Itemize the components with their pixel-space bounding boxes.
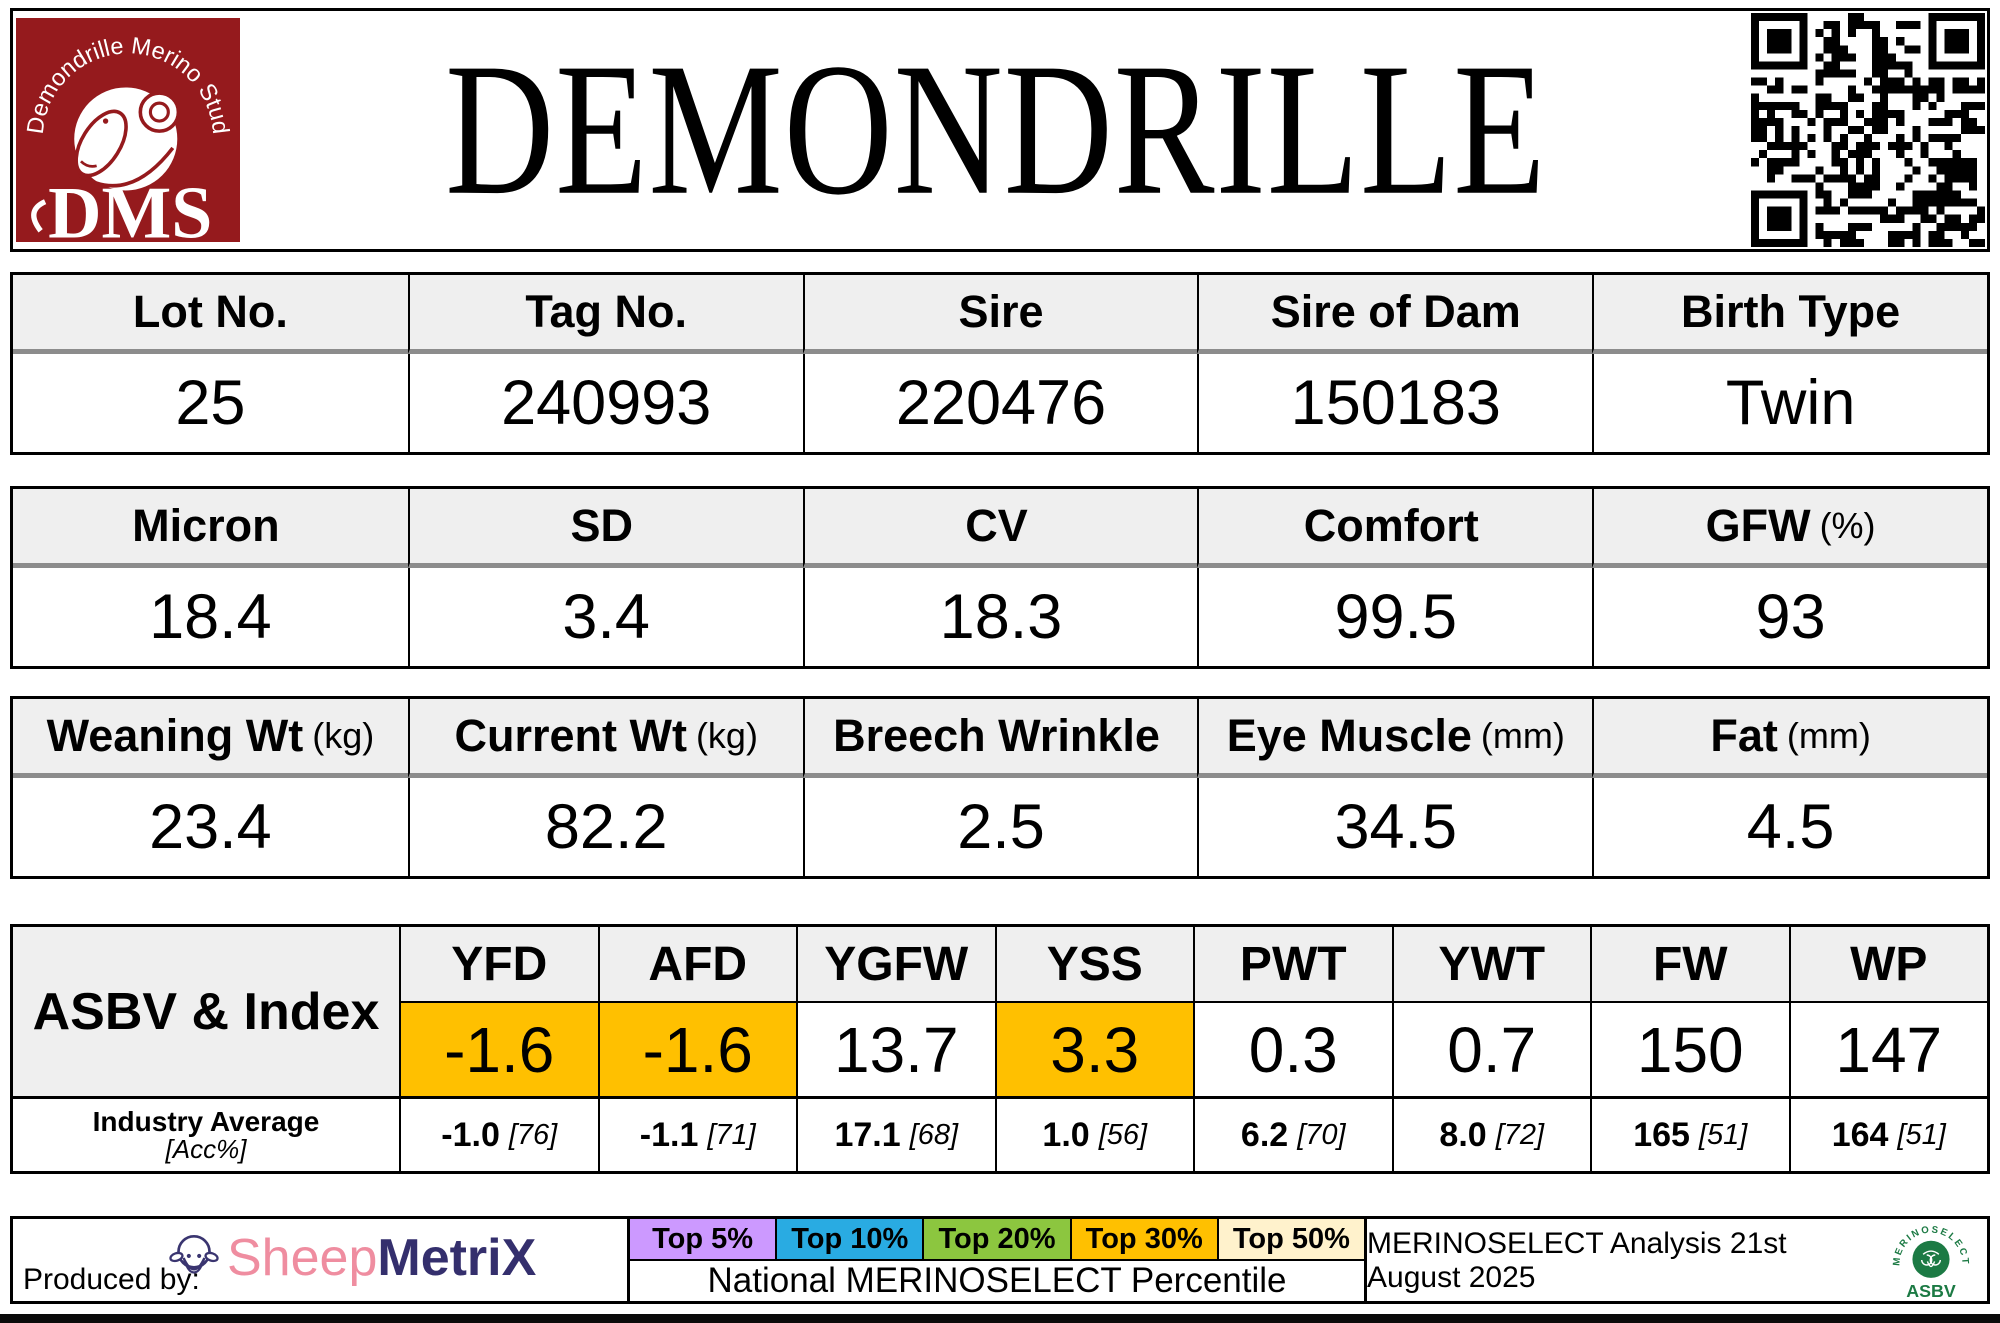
industry-ywt: 8.0 [72] <box>1391 1099 1591 1171</box>
header-lot-no: Lot No. <box>13 275 408 354</box>
trait-header-pwt: PWT <box>1193 927 1392 1003</box>
value-sire-of-dam: 150183 <box>1197 354 1592 452</box>
header-micron: Micron <box>13 489 408 568</box>
header-section: Demondrille Merino Stud DMS DEMONDRILLE <box>10 8 1990 252</box>
value-micron: 18.4 <box>149 582 272 652</box>
header-birth-type: Birth Type <box>1592 275 1987 354</box>
percentile-legend-row: Top 5% Top 10% Top 20% Top 30% Top 50% <box>630 1219 1365 1261</box>
value-sd: 3.4 <box>407 568 803 666</box>
value-cv: 18.3 <box>802 568 1198 666</box>
produced-by-label: Produced by: <box>23 1263 200 1296</box>
value-comfort: 99.5 <box>1197 568 1592 666</box>
industry-average-label: Industry Average [Acc%] <box>92 1105 320 1165</box>
asbv-value-afd: -1.6 <box>597 1003 796 1099</box>
value-weaning-wt: 23.4 <box>149 792 272 862</box>
industry-wp: 164 [51] <box>1788 1099 1988 1171</box>
trait-header-yfd: YFD <box>399 927 598 1003</box>
value-sire: 220476 <box>802 354 1198 452</box>
header-sd: SD <box>407 489 803 568</box>
trait-header-afd: AFD <box>597 927 796 1003</box>
produced-by-box: SheepMetriX Produced by: <box>10 1216 630 1304</box>
header-gfw: GFW (%) <box>1592 489 1987 568</box>
value-gfw: 93 <box>1592 568 1987 666</box>
value-eye-muscle: 34.5 <box>1197 778 1592 876</box>
asbv-value-pwt: 0.3 <box>1193 1003 1392 1099</box>
value-lot-no: 25 <box>175 368 246 438</box>
legend-top-50: Top 50% <box>1216 1219 1365 1259</box>
dms-stud-logo: Demondrille Merino Stud DMS <box>16 18 240 242</box>
header-comfort: Comfort <box>1197 489 1593 568</box>
asbv-value-yss: 3.3 <box>994 1003 1193 1099</box>
lot-info-table: Lot No. Tag No. Sire Sire of Dam Birth T… <box>10 272 1990 455</box>
header-fat: Fat (mm) <box>1592 699 1987 778</box>
industry-afd: -1.1 [71] <box>597 1099 797 1171</box>
trait-header-ywt: YWT <box>1391 927 1590 1003</box>
logo-acronym: DMS <box>48 172 212 242</box>
industry-yss: 1.0 [56] <box>994 1099 1194 1171</box>
trait-header-ygfw: YGFW <box>796 927 995 1003</box>
header-sire-of-dam: Sire of Dam <box>1197 275 1593 354</box>
sheep-head-icon <box>74 87 181 191</box>
legend-caption: National MERINOSELECT Percentile <box>707 1261 1287 1300</box>
percentile-legend-box: Top 5% Top 10% Top 20% Top 30% Top 50% N… <box>627 1216 1367 1304</box>
legend-top-20: Top 20% <box>922 1219 1070 1259</box>
header-current-wt: Current Wt (kg) <box>407 699 803 778</box>
asbv-value-ygfw: 13.7 <box>796 1003 995 1099</box>
footer-section: SheepMetriX Produced by: Top 5% Top 10% … <box>10 1216 1990 1304</box>
asbv-value-fw: 150 <box>1590 1003 1789 1099</box>
asbv-row-label: ASBV & Index <box>13 927 399 1099</box>
header-weaning-wt: Weaning Wt (kg) <box>13 699 408 778</box>
body-table: Weaning Wt (kg) Current Wt (kg) Breech Wri… <box>10 696 1990 879</box>
analysis-box: MERINOSELECT Analysis 21st August 2025 M… <box>1364 1216 1990 1304</box>
trait-header-wp: WP <box>1788 927 1987 1003</box>
ram-head-icon <box>1921 1250 1941 1268</box>
wool-table: Micron SD CV Comfort GFW (%) 18.4 3.4 18.… <box>10 486 1990 669</box>
sheepmetrix-sheep-icon <box>169 1234 219 1274</box>
industry-fw: 165 [51] <box>1590 1099 1789 1171</box>
industry-yfd: -1.0 [76] <box>399 1099 598 1171</box>
qr-code <box>1751 13 1985 247</box>
asbv-value-ywt: 0.7 <box>1391 1003 1590 1099</box>
header-tag-no: Tag No. <box>407 275 803 354</box>
page-title: DEMONDRILLE <box>444 25 1547 235</box>
header-eye-muscle: Eye Muscle (mm) <box>1197 699 1593 778</box>
value-current-wt: 82.2 <box>407 778 803 876</box>
legend-top-30: Top 30% <box>1069 1219 1217 1259</box>
industry-pwt: 6.2 [70] <box>1193 1099 1392 1171</box>
value-fat: 4.5 <box>1592 778 1987 876</box>
value-birth-type: Twin <box>1592 354 1987 452</box>
asbv-label: ASBV <box>1906 1281 1956 1300</box>
bottom-divider-bar <box>0 1314 2000 1323</box>
industry-ygfw: 17.1 [68] <box>796 1099 995 1171</box>
header-cv: CV <box>802 489 1198 568</box>
value-tag-no: 240993 <box>407 354 803 452</box>
merinoselect-asbv-logo: MERINOSELECT ASBV <box>1891 1224 1968 1300</box>
header-breech-wrinkle: Breech Wrinkle <box>802 699 1198 778</box>
legend-top-10: Top 10% <box>775 1219 923 1259</box>
asbv-value-wp: 147 <box>1788 1003 1987 1099</box>
asbv-table: ASBV & Index YFD AFD YGFW YSS PWT YWT FW… <box>10 924 1990 1174</box>
value-breech-wrinkle: 2.5 <box>802 778 1198 876</box>
analysis-date-label: MERINOSELECT Analysis 21st August 2025 <box>1367 1227 1787 1294</box>
trait-header-yss: YSS <box>994 927 1193 1003</box>
legend-top-5: Top 5% <box>630 1219 776 1259</box>
trait-header-fw: FW <box>1590 927 1789 1003</box>
header-sire: Sire <box>802 275 1198 354</box>
asbv-value-yfd: -1.6 <box>399 1003 598 1099</box>
sheepmetrix-wordmark: SheepMetriX <box>227 1229 537 1287</box>
sheepmetrix-logo: SheepMetriX <box>163 1227 536 1289</box>
